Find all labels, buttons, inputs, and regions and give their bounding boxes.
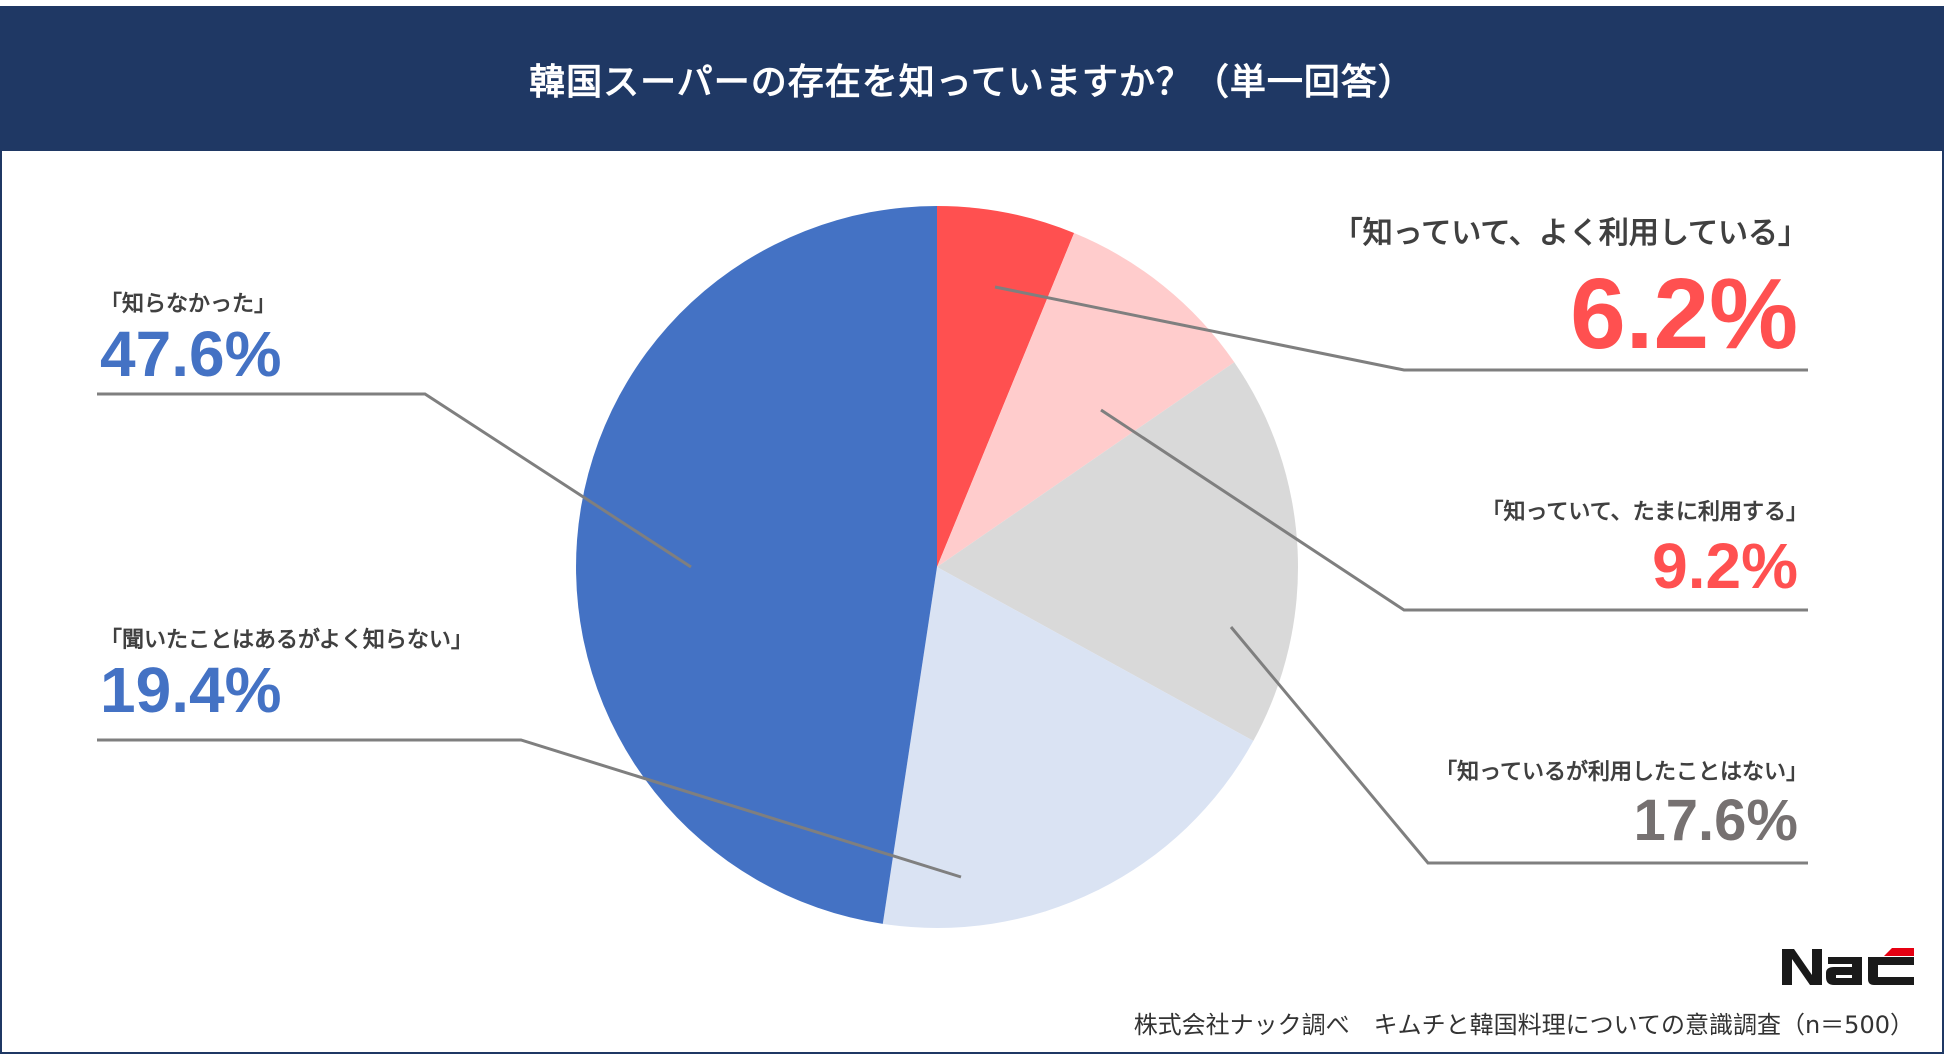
pie-slice-never-used xyxy=(937,362,1299,741)
chart-title: 韓国スーパーの存在を知っていますか？（単一回答） xyxy=(529,61,1415,103)
value-sometimes: 9.2% xyxy=(1652,530,1798,602)
nac-logo xyxy=(1782,948,1914,985)
leader-lines xyxy=(97,285,1808,879)
leader-line-unknown xyxy=(97,392,692,569)
label-never-used: 「知っているが利用したことはない」 xyxy=(1435,760,1808,785)
value-often: 6.2% xyxy=(1570,258,1798,370)
pie-slice-sometimes xyxy=(937,233,1235,568)
value-heard: 19.4% xyxy=(100,654,282,726)
leader-line-heard xyxy=(97,738,962,879)
label-heard: 「聞いたことはあるがよく知らない」 xyxy=(100,628,473,653)
leader-line-often xyxy=(994,285,1808,372)
source-note: 株式会社ナック調べ キムチと韓国料理についての意識調査（n＝500） xyxy=(1133,1011,1914,1039)
pie-slices xyxy=(576,206,1299,928)
value-unknown: 47.6% xyxy=(100,318,282,390)
label-sometimes: 「知っていて、たまに利用する」 xyxy=(1481,500,1808,525)
leader-line-never-used xyxy=(1229,626,1808,865)
leader-line-sometimes xyxy=(1100,408,1808,612)
label-unknown: 「知らなかった」 xyxy=(100,292,277,317)
pie-slice-unknown xyxy=(576,206,937,924)
value-never-used: 17.6% xyxy=(1633,788,1798,853)
header-bar: 韓国スーパーの存在を知っていますか？（単一回答） xyxy=(0,6,1944,151)
label-often: 「知っていて、よく利用している」 xyxy=(1332,216,1808,251)
pie-slice-heard xyxy=(882,567,1254,928)
